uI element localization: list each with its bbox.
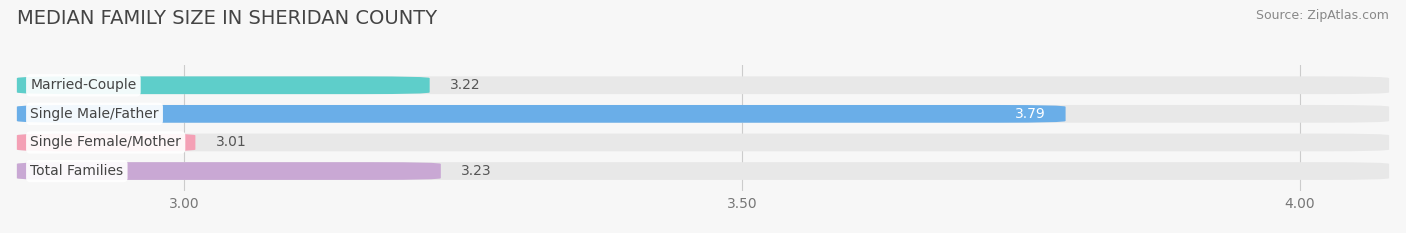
FancyBboxPatch shape — [17, 76, 430, 94]
FancyBboxPatch shape — [17, 76, 1389, 94]
FancyBboxPatch shape — [17, 134, 195, 151]
FancyBboxPatch shape — [17, 134, 1389, 151]
FancyBboxPatch shape — [17, 162, 441, 180]
Text: 3.79: 3.79 — [1015, 107, 1046, 121]
Text: MEDIAN FAMILY SIZE IN SHERIDAN COUNTY: MEDIAN FAMILY SIZE IN SHERIDAN COUNTY — [17, 9, 437, 28]
FancyBboxPatch shape — [17, 105, 1066, 123]
Text: Source: ZipAtlas.com: Source: ZipAtlas.com — [1256, 9, 1389, 22]
Text: 3.01: 3.01 — [215, 135, 246, 149]
Text: Married-Couple: Married-Couple — [31, 78, 136, 92]
Text: Single Male/Father: Single Male/Father — [31, 107, 159, 121]
Text: 3.23: 3.23 — [461, 164, 492, 178]
Text: Total Families: Total Families — [31, 164, 124, 178]
FancyBboxPatch shape — [17, 162, 1389, 180]
Text: 3.22: 3.22 — [450, 78, 481, 92]
Text: Single Female/Mother: Single Female/Mother — [31, 135, 181, 149]
FancyBboxPatch shape — [17, 105, 1389, 123]
